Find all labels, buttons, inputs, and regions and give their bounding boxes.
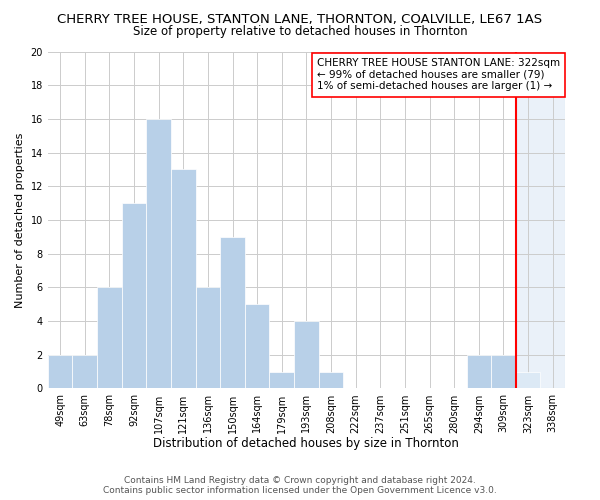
Bar xyxy=(73,355,97,388)
Bar xyxy=(467,355,491,388)
Bar xyxy=(491,355,516,388)
Text: Contains HM Land Registry data © Crown copyright and database right 2024.
Contai: Contains HM Land Registry data © Crown c… xyxy=(103,476,497,495)
Text: Size of property relative to detached houses in Thornton: Size of property relative to detached ho… xyxy=(133,25,467,38)
Bar xyxy=(122,203,146,388)
Bar xyxy=(171,170,196,388)
Bar xyxy=(245,304,269,388)
X-axis label: Distribution of detached houses by size in Thornton: Distribution of detached houses by size … xyxy=(154,437,460,450)
Bar xyxy=(516,52,565,388)
Bar xyxy=(97,288,122,388)
Bar xyxy=(269,372,294,388)
Bar xyxy=(319,372,343,388)
Bar xyxy=(516,372,541,388)
Bar xyxy=(220,237,245,388)
Bar xyxy=(146,119,171,388)
Y-axis label: Number of detached properties: Number of detached properties xyxy=(15,132,25,308)
Text: CHERRY TREE HOUSE, STANTON LANE, THORNTON, COALVILLE, LE67 1AS: CHERRY TREE HOUSE, STANTON LANE, THORNTO… xyxy=(58,12,542,26)
Text: CHERRY TREE HOUSE STANTON LANE: 322sqm
← 99% of detached houses are smaller (79): CHERRY TREE HOUSE STANTON LANE: 322sqm ←… xyxy=(317,58,560,92)
Bar xyxy=(48,355,73,388)
Bar xyxy=(294,321,319,388)
Bar xyxy=(196,288,220,388)
